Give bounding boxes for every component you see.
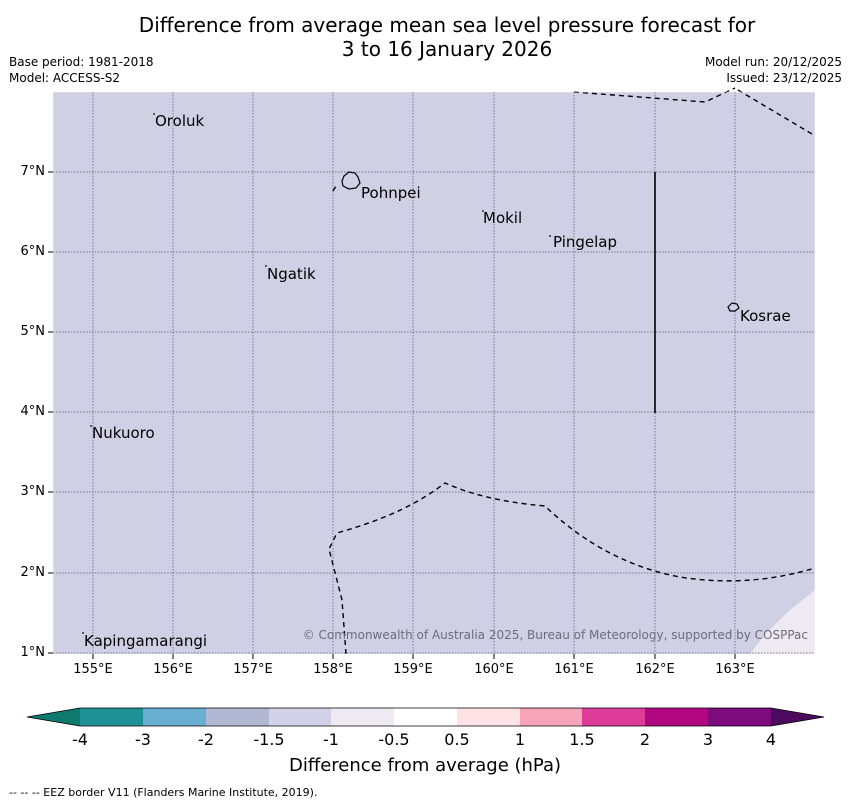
colorbar-label: -1.5 bbox=[253, 730, 285, 749]
kosrae-island-outline bbox=[727, 302, 740, 312]
colorbar-swatch bbox=[520, 708, 582, 726]
map-graticule bbox=[53, 92, 815, 654]
colorbar-title: Difference from average (hPa) bbox=[288, 755, 562, 776]
map-background bbox=[53, 92, 815, 654]
colorbar-label: -2 bbox=[198, 730, 214, 749]
map-title-line-1: Difference from average mean sea level p… bbox=[138, 13, 756, 37]
lon-label: 163°E bbox=[715, 662, 755, 677]
colorbar bbox=[26, 707, 825, 727]
lat-label: 5°N bbox=[20, 324, 46, 339]
issued-date: Issued: 23/12/2025 bbox=[726, 71, 842, 85]
lat-label: 3°N bbox=[20, 484, 46, 499]
lon-label: 160°E bbox=[474, 662, 514, 677]
base-period: Base period: 1981-2018 bbox=[9, 55, 154, 69]
eez-border-north bbox=[573, 87, 736, 103]
lat-label: 6°N bbox=[20, 244, 46, 259]
positive-anomaly-area bbox=[750, 590, 815, 654]
colorbar-extend-low bbox=[27, 708, 80, 726]
ngatik-marker bbox=[265, 265, 267, 267]
oroluk-marker bbox=[153, 113, 155, 115]
place-pohnpei: Pohnpei bbox=[361, 184, 421, 202]
islands bbox=[341, 171, 740, 312]
colorbar-swatch bbox=[582, 708, 645, 726]
colorbar-label: 1 bbox=[514, 730, 526, 749]
colorbar-swatch bbox=[143, 708, 206, 726]
lon-label: 159°E bbox=[393, 662, 433, 677]
place-mokil: Mokil bbox=[483, 209, 523, 227]
place-kosrae: Kosrae bbox=[740, 307, 791, 325]
lat-label: 4°N bbox=[20, 404, 46, 419]
colorbar-swatch bbox=[80, 708, 143, 726]
colorbar-label: 4 bbox=[765, 730, 777, 749]
copyright-note: © Commonwealth of Australia 2025, Bureau… bbox=[302, 628, 808, 642]
colorbar-label: 2 bbox=[639, 730, 651, 749]
colorbar-label: 3 bbox=[702, 730, 714, 749]
eez-border-pohnpei bbox=[332, 185, 337, 192]
colorbar-label: -0.5 bbox=[378, 730, 410, 749]
place-ngatik: Ngatik bbox=[267, 265, 316, 283]
lat-ticks bbox=[48, 171, 53, 654]
colorbar-label: 0.5 bbox=[444, 730, 470, 749]
pohnpei-island-outline bbox=[341, 171, 361, 190]
eez-border-south bbox=[328, 482, 816, 655]
lon-label: 162°E bbox=[635, 662, 675, 677]
lat-label: 2°N bbox=[20, 565, 46, 580]
place-nukuoro: Nukuoro bbox=[92, 424, 155, 442]
colorbar-swatch bbox=[206, 708, 269, 726]
mokil-marker bbox=[482, 210, 484, 212]
colorbar-swatch bbox=[394, 708, 457, 726]
map-title-line-2: 3 to 16 January 2026 bbox=[341, 37, 553, 61]
place-oroluk: Oroluk bbox=[155, 112, 205, 130]
model-run: Model run: 20/12/2025 bbox=[704, 55, 842, 69]
place-pingelap: Pingelap bbox=[553, 233, 618, 251]
eez-footnote: -- -- -- EEZ border V11 (Flanders Marine… bbox=[9, 786, 318, 799]
colorbar-outline bbox=[26, 707, 825, 727]
colorbar-swatch bbox=[331, 708, 394, 726]
lon-ticks bbox=[92, 654, 736, 659]
colorbar-label: -3 bbox=[135, 730, 151, 749]
colorbar-extend-high bbox=[771, 708, 824, 726]
colorbar-label: 1.5 bbox=[569, 730, 595, 749]
pingelap-marker bbox=[549, 235, 551, 237]
colorbar-swatch bbox=[457, 708, 520, 726]
lon-label: 157°E bbox=[233, 662, 273, 677]
atoll-markers bbox=[82, 113, 551, 634]
lon-label: 161°E bbox=[554, 662, 594, 677]
lat-label: 7°N bbox=[20, 164, 46, 179]
nukuoro-marker bbox=[90, 425, 92, 427]
kapingamarangi-marker bbox=[82, 632, 84, 634]
colorbar-label: -4 bbox=[72, 730, 88, 749]
model-name: Model: ACCESS-S2 bbox=[9, 71, 121, 85]
eez-borders bbox=[328, 87, 816, 655]
lon-label: 155°E bbox=[73, 662, 113, 677]
colorbar-swatch bbox=[269, 708, 331, 726]
colorbar-swatch bbox=[645, 708, 708, 726]
colorbar-label: -1 bbox=[323, 730, 339, 749]
map-frame bbox=[52, 91, 816, 655]
place-kapingamarangi: Kapingamarangi bbox=[84, 632, 208, 650]
lon-label: 156°E bbox=[153, 662, 193, 677]
lat-label: 1°N bbox=[20, 645, 46, 660]
colorbar-swatch bbox=[708, 708, 771, 726]
lon-label: 158°E bbox=[313, 662, 353, 677]
